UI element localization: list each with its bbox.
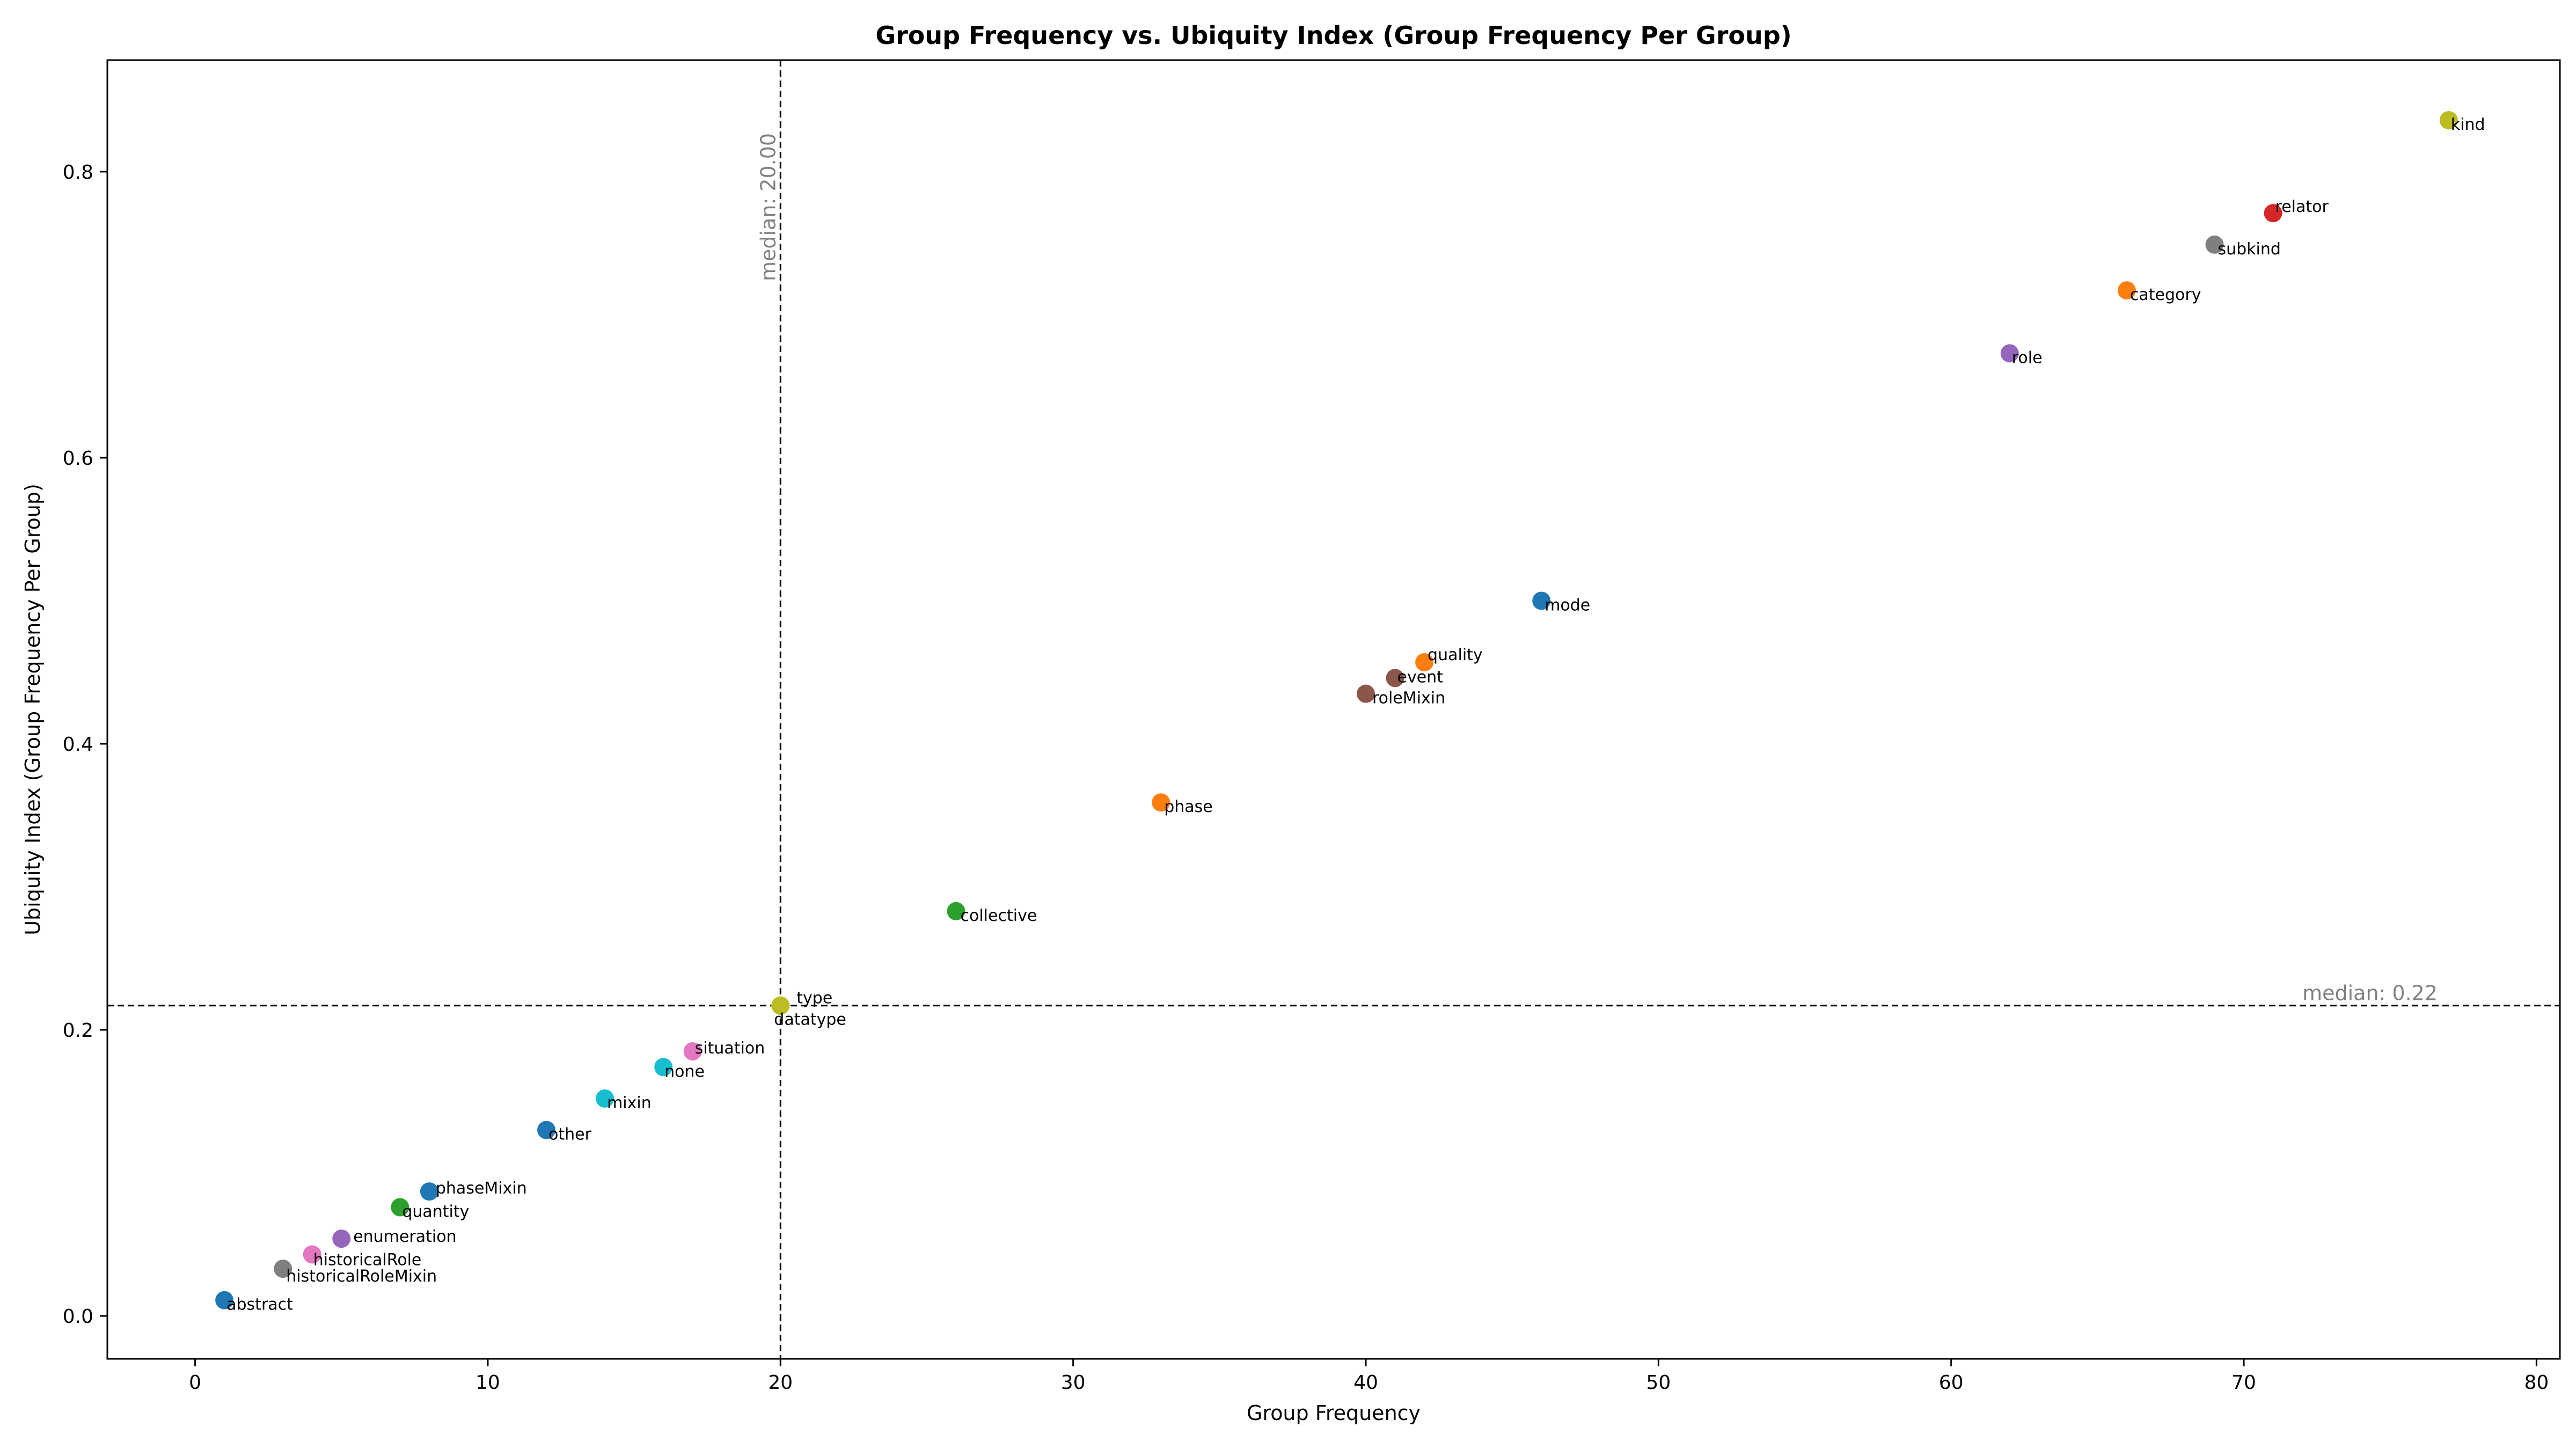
data-point [2000, 344, 2019, 363]
point-label: historicalRoleMixin [286, 1267, 437, 1286]
data-point [683, 1042, 702, 1060]
x-axis-label: Group Frequency [1247, 1401, 1421, 1425]
point-label: mixin [607, 1094, 652, 1113]
data-point [274, 1260, 292, 1278]
data-point [537, 1121, 556, 1139]
x-tick-label: 0 [189, 1372, 201, 1394]
y-axis: 0.0 0.2 0.4 0.6 0.8 [63, 162, 107, 1328]
x-axis: 0 10 20 30 40 50 60 70 80 [189, 1359, 2549, 1394]
data-point [1415, 653, 1434, 672]
data-point [2439, 111, 2458, 129]
point-label: roleMixin [1372, 689, 1445, 708]
plot-frame [106, 59, 2561, 1360]
point-label: kind [2451, 115, 2485, 134]
point-label: enumeration [353, 1227, 456, 1246]
data-point [391, 1198, 409, 1217]
point-label: relator [2275, 197, 2329, 216]
point-label: none [664, 1062, 705, 1081]
point-label: abstract [226, 1296, 293, 1314]
point-label: phase [1164, 797, 1213, 816]
point-label: mode [1545, 596, 1590, 614]
data-point [654, 1058, 673, 1077]
data-point [332, 1230, 351, 1248]
x-tick-label: 50 [1646, 1372, 1671, 1394]
x-tick-label: 70 [2231, 1372, 2256, 1394]
y-tick-label: 0.4 [63, 734, 93, 756]
point-label: datatype [774, 1011, 846, 1029]
point-label: quality [1428, 646, 1483, 664]
y-tick-label: 0.8 [63, 162, 93, 184]
point-label: type [796, 989, 832, 1008]
data-point [1356, 684, 1375, 703]
y-tick-label: 0.2 [63, 1020, 93, 1042]
median-y-label: median: 0.22 [2302, 982, 2438, 1005]
data-point [215, 1291, 234, 1309]
data-point [1532, 591, 1551, 610]
point-label: other [548, 1125, 592, 1144]
median-x-label: median: 20.00 [756, 133, 780, 281]
point-label: collective [961, 906, 1037, 925]
data-point [420, 1182, 438, 1201]
x-tick-label: 80 [2524, 1372, 2549, 1394]
plot-area: median: 20.00 median: 0.22 kind relator subk… [107, 60, 2560, 1359]
y-tick-label: 0.0 [63, 1306, 93, 1328]
data-point [2117, 281, 2136, 300]
data-point [947, 902, 965, 920]
point-label: role [2012, 348, 2043, 367]
x-tick-label: 10 [475, 1372, 500, 1394]
data-point [303, 1245, 321, 1264]
point-label: event [1397, 668, 1444, 686]
data-point [1386, 669, 1404, 687]
data-point [2205, 235, 2224, 254]
point-label: quantity [402, 1202, 469, 1221]
data-point [596, 1089, 614, 1108]
y-axis-label: Ubiquity Index (Group Frequency Per Grou… [21, 484, 45, 935]
point-label: phaseMixin [436, 1179, 527, 1198]
y-tick-label: 0.6 [63, 448, 93, 470]
point-label: situation [695, 1039, 765, 1058]
data-point [2264, 204, 2282, 223]
x-tick-label: 40 [1353, 1372, 1378, 1394]
point-label: subkind [2218, 240, 2280, 259]
data-point [1152, 793, 1170, 812]
x-tick-label: 20 [768, 1372, 793, 1394]
chart-title: Group Frequency vs. Ubiquity Index (Grou… [875, 21, 1791, 50]
point-label: historicalRole [313, 1250, 422, 1269]
data-point [771, 996, 790, 1015]
x-tick-label: 30 [1061, 1372, 1086, 1394]
x-tick-label: 60 [1939, 1372, 1964, 1394]
point-label: category [2130, 286, 2201, 304]
